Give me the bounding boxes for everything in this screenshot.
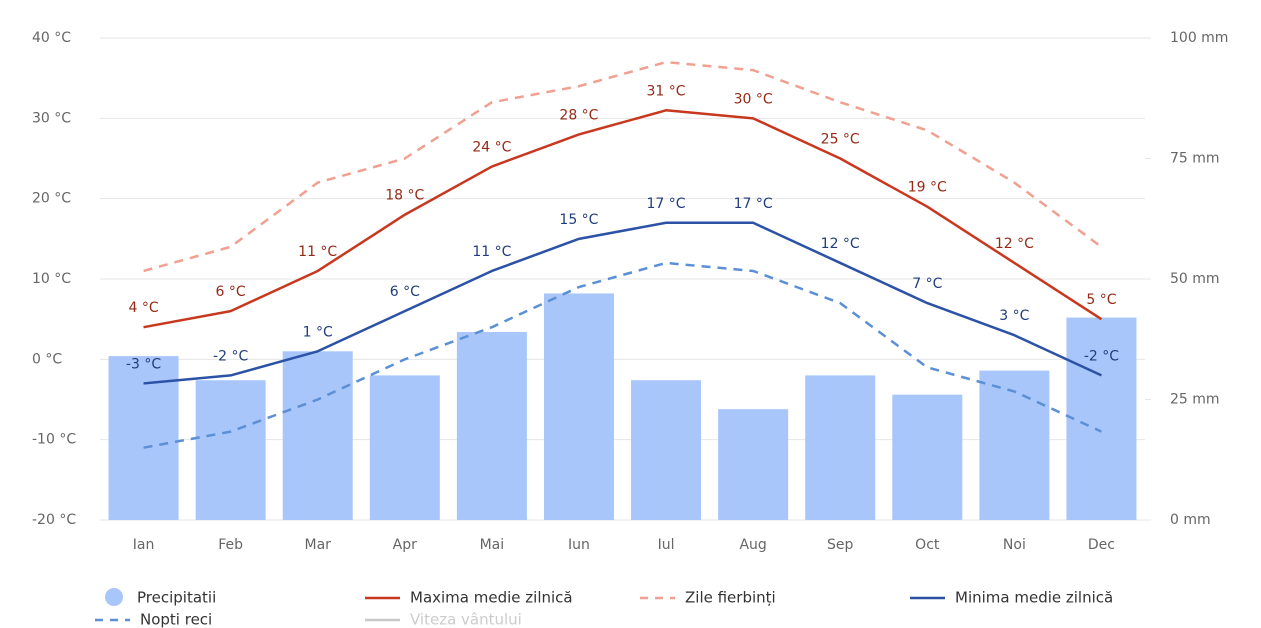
data-label: 11 °C <box>472 244 511 260</box>
data-label: 12 °C <box>821 236 860 252</box>
legend-label: Zile fierbinți <box>685 589 776 607</box>
legend-label: Nopti reci <box>140 611 212 628</box>
data-label: 19 °C <box>908 180 947 196</box>
x-tick-label: Oct <box>915 537 940 553</box>
data-label: 17 °C <box>647 196 686 212</box>
data-label: -3 °C <box>126 356 161 372</box>
x-tick-label: Mar <box>304 537 331 553</box>
series-line <box>143 221 1102 385</box>
x-tick-label: Aug <box>739 537 766 553</box>
y2-tick-label: 25 mm <box>1170 392 1220 408</box>
x-tick-label: Sep <box>827 537 854 553</box>
legend-label: Precipitatii <box>137 589 216 607</box>
x-tick-label: Apr <box>393 537 417 553</box>
y-tick-label: -20 °C <box>32 512 76 528</box>
x-tick-label: Mai <box>480 537 505 553</box>
legend-symbol <box>105 588 123 606</box>
x-tick-label: Dec <box>1088 537 1115 553</box>
series-line <box>143 109 1103 329</box>
data-label: 28 °C <box>559 107 598 123</box>
data-label: 3 °C <box>999 308 1029 324</box>
data-label: 7 °C <box>912 276 942 292</box>
x-tick-label: Noi <box>1003 537 1026 553</box>
x-tick-label: Ian <box>133 537 155 553</box>
x-tick-label: Iul <box>658 537 675 553</box>
series-line <box>143 261 1102 449</box>
y2-tick-label: 100 mm <box>1170 30 1228 46</box>
y-tick-label: 0 °C <box>32 351 62 367</box>
data-label: 4 °C <box>128 300 158 316</box>
legend-label: Minima medie zilnică <box>955 589 1113 607</box>
data-label: 1 °C <box>303 324 333 340</box>
bar <box>282 351 353 520</box>
data-label: 17 °C <box>734 196 773 212</box>
data-label: 31 °C <box>647 83 686 99</box>
data-label: 5 °C <box>1086 292 1116 308</box>
y-tick-label: 20 °C <box>32 191 71 207</box>
bar <box>1066 317 1137 520</box>
bar <box>718 409 789 520</box>
x-tick-label: Feb <box>218 537 243 553</box>
y-tick-label: -10 °C <box>32 432 76 448</box>
legend-label: Maxima medie zilnică <box>410 589 573 607</box>
y-tick-label: 10 °C <box>32 271 71 287</box>
y-tick-label: 30 °C <box>32 110 71 126</box>
y2-tick-label: 50 mm <box>1170 271 1220 287</box>
grid <box>100 37 1151 521</box>
series-line <box>143 60 1103 273</box>
bar <box>456 332 527 520</box>
bar <box>979 370 1050 520</box>
data-label: 24 °C <box>472 140 511 156</box>
labels: 4 °C 6 °C 11 °C 18 °C 24 °C 28 °C 31 °C 30 °C 25… <box>126 83 1119 372</box>
data-label: 15 °C <box>559 212 598 228</box>
lines <box>143 60 1103 449</box>
data-label: -2 °C <box>1084 348 1119 364</box>
data-label: 30 °C <box>734 91 773 107</box>
y-tick-label: 40 °C <box>32 30 71 46</box>
data-label: 6 °C <box>216 284 246 300</box>
bar <box>108 356 179 520</box>
data-label: -2 °C <box>213 348 248 364</box>
y2-tick-label: 75 mm <box>1170 151 1220 167</box>
bars <box>108 293 1137 520</box>
bar <box>892 394 963 520</box>
bar <box>631 380 702 520</box>
data-label: 12 °C <box>995 236 1034 252</box>
bar <box>543 293 614 520</box>
data-label: 6 °C <box>390 284 420 300</box>
data-label: 18 °C <box>385 188 424 204</box>
bar <box>195 380 266 520</box>
bar <box>805 375 876 520</box>
data-label: 11 °C <box>298 244 337 260</box>
bar <box>369 375 440 520</box>
y2-tick-label: 0 mm <box>1170 512 1211 528</box>
x-tick-label: Iun <box>568 537 590 553</box>
data-label: 25 °C <box>821 132 860 148</box>
legend-label: Viteza vântului <box>410 611 522 628</box>
